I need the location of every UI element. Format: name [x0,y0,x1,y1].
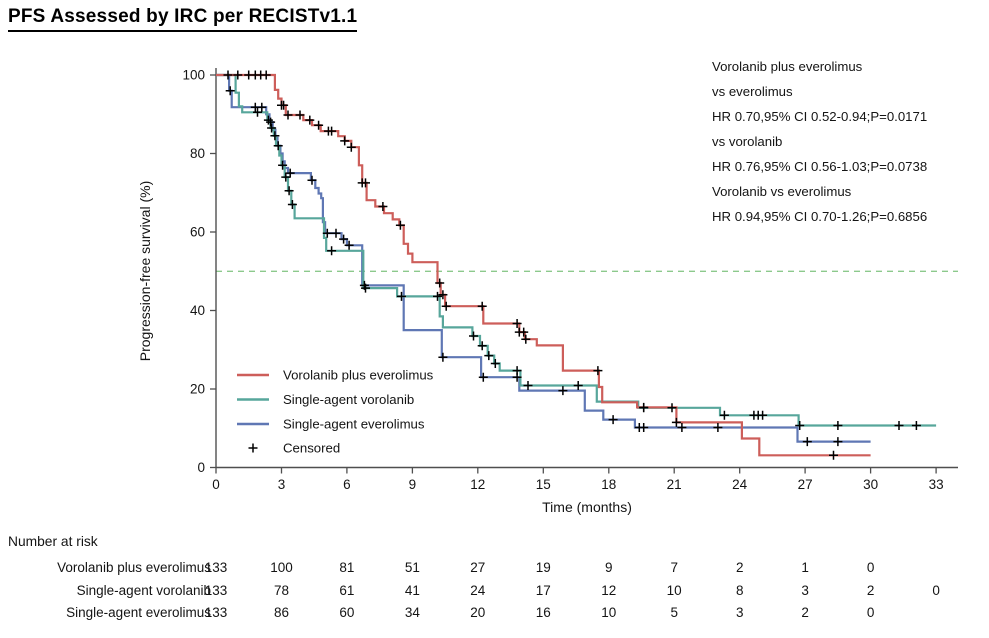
risk-value: 0 [932,583,940,598]
annotation-line: HR 0.76,95% CI 0.56-1.03;P=0.0738 [712,159,927,174]
y-tick-label: 100 [182,68,205,83]
risk-value: 100 [270,560,293,575]
x-tick-label: 33 [929,477,944,492]
y-axis-title: Progression-free survival (%) [137,181,153,362]
x-tick-label: 24 [732,477,748,492]
risk-value: 3 [801,583,809,598]
risk-row-label: Vorolanib plus everolimus [57,560,211,575]
risk-value: 81 [339,560,354,575]
risk-value: 133 [205,605,228,620]
risk-value: 24 [470,583,486,598]
risk-value: 16 [536,605,551,620]
x-tick-label: 3 [278,477,286,492]
risk-value: 60 [339,605,354,620]
annotation-line: vs everolimus [712,84,793,99]
risk-row-label: Single-agent everolimus [66,605,211,620]
risk-value: 19 [536,560,551,575]
risk-value: 86 [274,605,289,620]
annotation-line: Vorolanib vs everolimus [712,184,852,199]
x-tick-label: 15 [536,477,551,492]
y-tick-label: 80 [190,146,205,161]
annotation-line: HR 0.94,95% CI 0.70-1.26;P=0.6856 [712,209,927,224]
censor-marks-vorolanib-plus-everolimus [223,70,838,460]
risk-value: 20 [470,605,485,620]
risk-table-header: Number at risk [8,534,98,549]
legend-label-vorolanib-plus-everolimus: Vorolanib plus everolimus [283,368,434,383]
risk-value: 1 [801,560,809,575]
page-title: PFS Assessed by IRC per RECISTv1.1 [8,6,358,32]
km-curve-single-agent-everolimus [216,73,871,443]
y-tick-label: 0 [197,460,205,475]
annotation-line: vs vorolanib [712,134,782,149]
y-tick-label: 60 [190,225,205,240]
annotation-line: HR 0.70,95% CI 0.52-0.94;P=0.0171 [712,109,927,124]
risk-row-label: Single-agent vorolanib [77,583,211,598]
x-tick-label: 21 [667,477,682,492]
risk-value: 41 [405,583,420,598]
risk-value: 27 [470,560,485,575]
risk-value: 3 [736,605,744,620]
risk-value: 7 [670,560,678,575]
x-tick-label: 9 [409,477,417,492]
annotation-line: Vorolanib plus everolimus [712,59,863,74]
risk-value: 78 [274,583,289,598]
risk-value: 9 [605,560,613,575]
risk-value: 51 [405,560,420,575]
x-tick-label: 0 [212,477,220,492]
legend-label-single-agent-vorolanib: Single-agent vorolanib [283,392,414,407]
km-curve-single-agent-vorolanib [216,73,937,427]
legend-label-censored: Censored [283,441,340,456]
risk-value: 10 [667,583,682,598]
x-tick-label: 12 [470,477,485,492]
risk-value: 10 [601,605,616,620]
y-tick-label: 20 [190,382,205,397]
legend-censored-plus-icon [248,443,258,453]
risk-value: 12 [601,583,616,598]
risk-value: 0 [867,605,875,620]
y-tick-label: 40 [190,303,205,318]
x-tick-label: 18 [601,477,616,492]
risk-value: 61 [339,583,354,598]
risk-value: 17 [536,583,551,598]
risk-value: 2 [867,583,875,598]
risk-value: 2 [736,560,744,575]
censor-marks-single-agent-vorolanib [253,107,921,430]
risk-value: 2 [801,605,809,620]
x-tick-label: 27 [798,477,813,492]
x-axis-title: Time (months) [542,499,632,515]
risk-value: 133 [205,560,228,575]
legend-label-single-agent-everolimus: Single-agent everolimus [283,417,425,432]
risk-value: 0 [867,560,875,575]
risk-value: 34 [405,605,421,620]
risk-value: 5 [670,605,678,620]
x-tick-label: 6 [343,477,351,492]
risk-value: 133 [205,583,228,598]
risk-value: 8 [736,583,744,598]
x-tick-label: 30 [863,477,878,492]
censor-marks-single-agent-everolimus [225,86,843,447]
